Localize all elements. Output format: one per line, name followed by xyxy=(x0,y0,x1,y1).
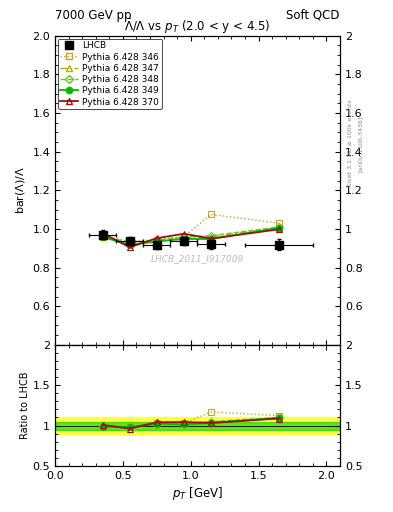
Y-axis label: Ratio to LHCB: Ratio to LHCB xyxy=(20,372,30,439)
Text: [arXiv:1306.3436]: [arXiv:1306.3436] xyxy=(358,115,363,172)
Y-axis label: bar($\Lambda$)/$\Lambda$: bar($\Lambda$)/$\Lambda$ xyxy=(14,166,27,215)
X-axis label: $p_T$ [GeV]: $p_T$ [GeV] xyxy=(172,485,223,502)
Text: Soft QCD: Soft QCD xyxy=(286,9,340,22)
Text: 7000 GeV pp: 7000 GeV pp xyxy=(55,9,132,22)
Text: Rivet 3.1.10, ≥ 100k events: Rivet 3.1.10, ≥ 100k events xyxy=(348,99,353,187)
Text: LHCB_2011_I917009: LHCB_2011_I917009 xyxy=(151,254,244,263)
Title: $\bar{\Lambda}/\Lambda$ vs $p_T$ (2.0 < y < 4.5): $\bar{\Lambda}/\Lambda$ vs $p_T$ (2.0 < … xyxy=(124,17,271,36)
Legend: LHCB, Pythia 6.428 346, Pythia 6.428 347, Pythia 6.428 348, Pythia 6.428 349, Py: LHCB, Pythia 6.428 346, Pythia 6.428 347… xyxy=(58,38,162,109)
